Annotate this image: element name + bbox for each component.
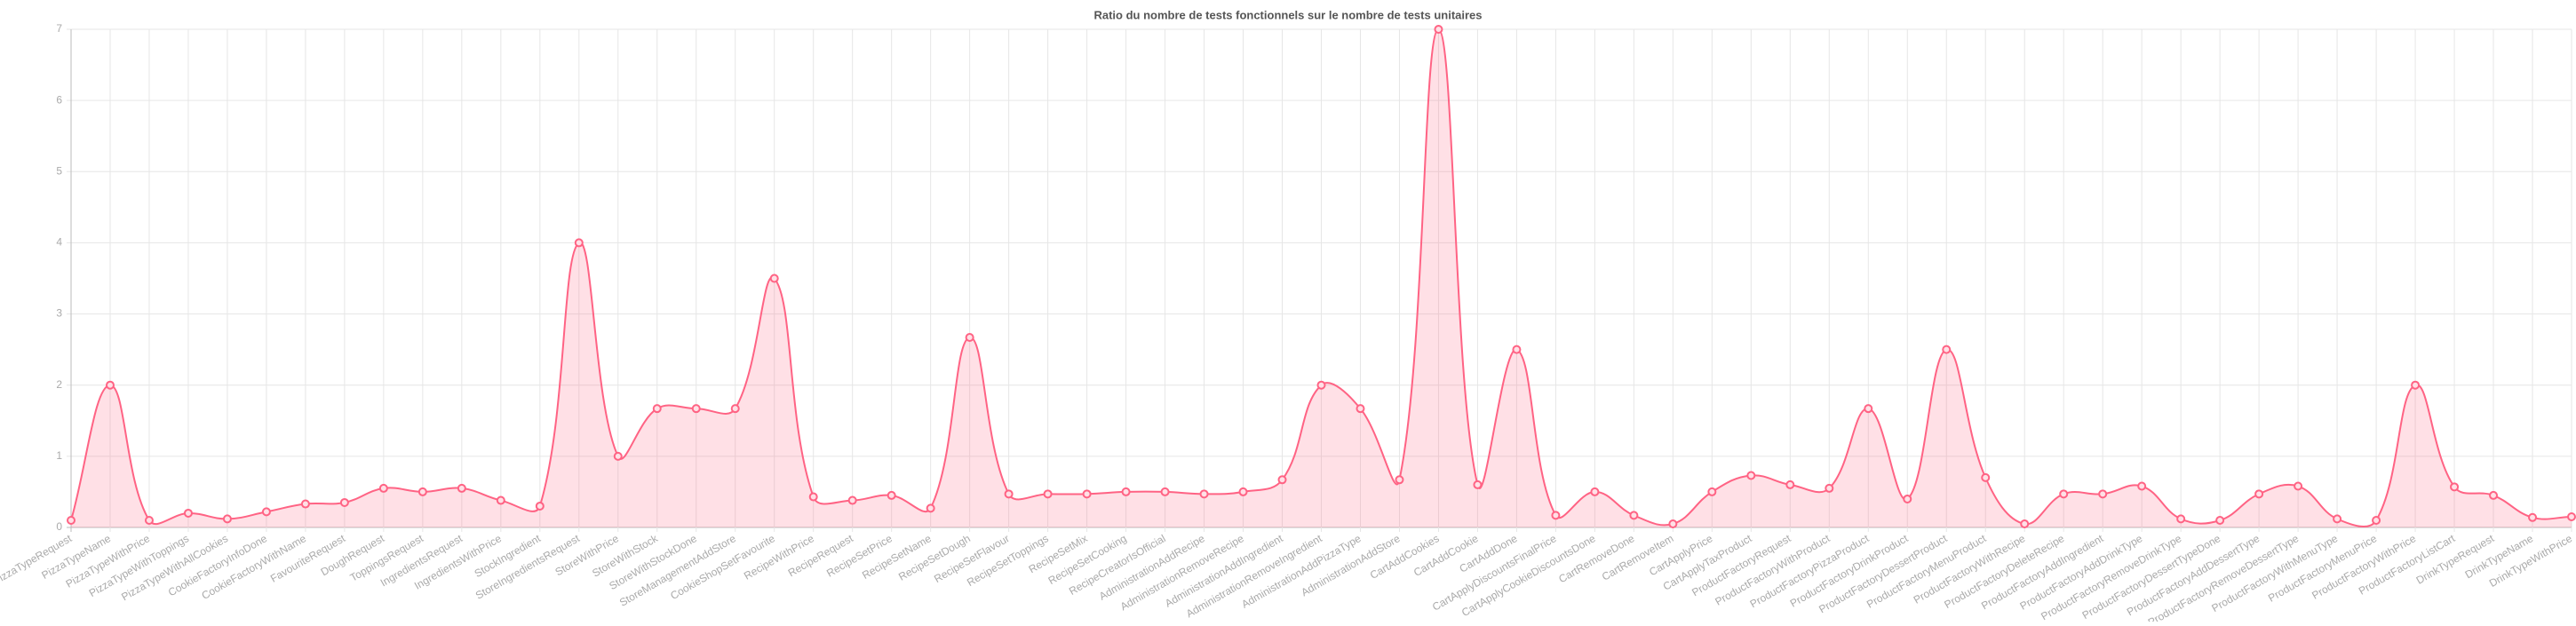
point [67,515,76,525]
point [613,451,623,461]
y-tick-label: 0 [56,520,62,533]
point [457,483,466,493]
point [808,492,818,502]
point [730,404,740,414]
point [2372,515,2381,525]
point [496,495,505,505]
point [1668,519,1678,528]
point [1238,487,1248,496]
point [417,487,427,496]
point [2098,489,2108,499]
point [769,273,779,283]
point [339,497,349,507]
point [1942,345,1952,354]
point [1199,489,1209,499]
y-tick-label: 3 [56,307,62,320]
point [2215,515,2225,525]
point [2294,481,2303,491]
point [1551,511,1561,520]
point [1121,487,1131,496]
point [2059,489,2069,499]
point [1629,511,1639,520]
point [2411,380,2421,390]
point [1356,404,1365,414]
point [535,501,545,511]
y-tick-label: 5 [56,164,62,177]
point [1434,25,1443,34]
point [261,507,271,517]
point [144,515,154,525]
point [378,483,388,493]
area [71,28,2572,527]
point [965,333,974,343]
point [2333,514,2342,524]
point [1707,487,1717,496]
point [1746,471,1756,480]
point [1395,475,1404,485]
point [1316,380,1326,390]
point [2450,482,2460,492]
point [2176,514,2186,524]
point [1864,404,1873,414]
point [300,499,310,509]
point [2528,512,2538,522]
point [1590,487,1600,496]
y-tick-label: 6 [56,93,62,106]
y-tick-label: 2 [56,378,62,391]
point [1785,479,1795,489]
point [1277,475,1287,485]
point [2254,489,2264,499]
point [1473,479,1483,489]
point [691,404,701,414]
point [2020,519,2030,528]
point [1825,483,1834,493]
point [2137,481,2147,491]
point [886,490,896,500]
x-tick-label: RecipeSetPrice [824,532,894,580]
point [1903,494,1912,503]
point [183,508,193,518]
y-tick-label: 7 [56,22,62,35]
y-tick-label: 1 [56,449,62,462]
y-tick-label: 4 [56,236,62,249]
point [847,495,857,505]
point [222,514,232,524]
point [1160,487,1170,496]
point [652,404,662,414]
chart-title: Ratio du nombre de tests fonctionnels su… [1093,8,1482,21]
point [1981,472,1991,482]
point [1004,489,1014,499]
point [105,380,115,390]
point [2489,490,2499,500]
point [2567,511,2576,521]
point [1512,345,1522,354]
point [1043,489,1053,499]
point [926,503,935,513]
point [574,238,584,248]
point [1082,489,1092,499]
